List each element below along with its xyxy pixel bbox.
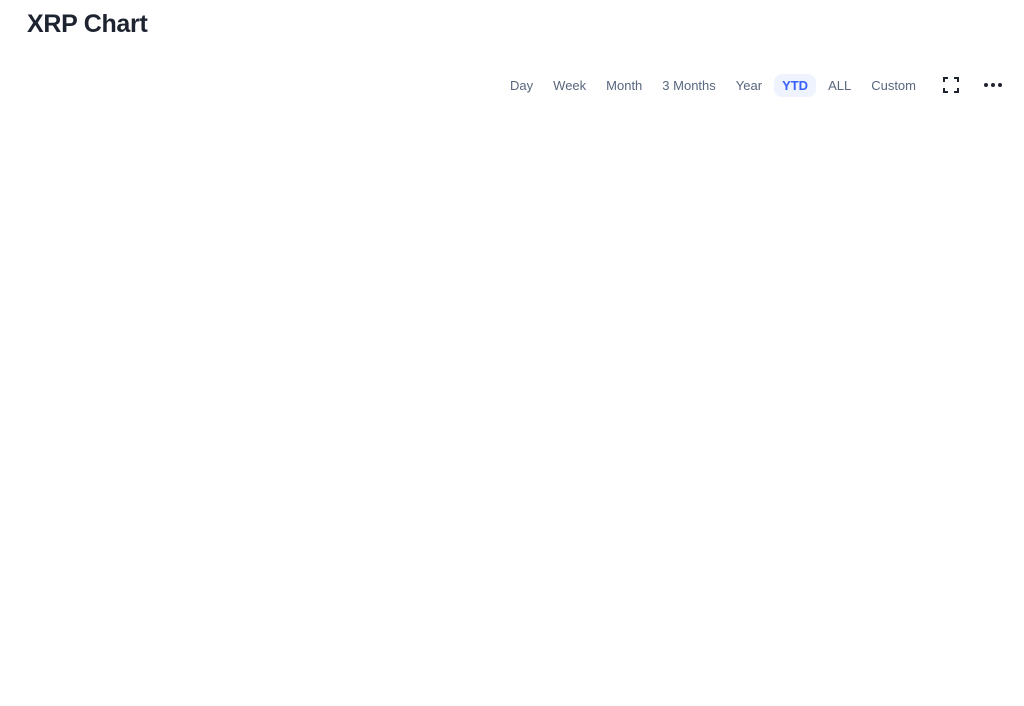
watermark-text: CoinMarketCap	[867, 539, 985, 556]
volume-bar	[455, 649, 473, 661]
chart-title: XRP Chart	[27, 10, 148, 38]
volume-bar	[803, 643, 822, 661]
volume-bar	[416, 649, 435, 661]
volume-bar	[532, 655, 551, 661]
x-tick-label: 25. Jan	[522, 669, 561, 683]
volume-bar	[939, 631, 957, 661]
range-button[interactable]: Month	[606, 77, 643, 93]
volume-bar	[106, 651, 125, 661]
volume-bar	[397, 652, 415, 661]
volume-bar	[842, 633, 860, 661]
volume-bar	[590, 654, 609, 661]
fullscreen-button[interactable]	[936, 72, 966, 98]
volume-bar	[571, 655, 589, 661]
x-tick-label: 15. Feb	[928, 669, 969, 683]
more-icon	[984, 83, 1002, 87]
volume-bar	[87, 649, 105, 661]
y-tick-label: 0.3	[37, 408, 54, 422]
range-button[interactable]: Day	[510, 77, 534, 93]
volume-bar	[145, 647, 163, 661]
volume-bar	[707, 621, 725, 661]
x-tick-label: 8. Feb	[796, 669, 830, 683]
volume-bar	[745, 623, 764, 661]
toolbar: Day Week Month 3 Months Year YTD ALL Custom	[502, 72, 1008, 98]
more-button[interactable]	[978, 72, 1008, 98]
volume-bar	[668, 573, 686, 661]
x-tick-label: 18. Jan	[386, 669, 425, 683]
volume-bar	[881, 633, 899, 661]
volume-bar	[300, 647, 318, 661]
volume-bar	[649, 591, 667, 661]
volume-bar	[765, 637, 783, 661]
y-tick-label: 0.6	[37, 198, 54, 212]
volume-bar	[726, 639, 744, 661]
volume-bar	[319, 649, 338, 661]
volume-bar	[339, 649, 357, 661]
volume-bar	[281, 641, 299, 661]
x-tick-label: 4. Jan	[119, 669, 152, 683]
volume-bar	[474, 651, 493, 661]
range-button[interactable]: Year	[735, 77, 763, 93]
volume-bar	[242, 639, 260, 661]
y-tick-label: 0.1	[37, 548, 54, 562]
range-button[interactable]: 3 Months	[662, 77, 716, 93]
volume-bar	[164, 649, 183, 661]
y-tick-label: 0.7	[37, 128, 54, 142]
range-button[interactable]: Custom	[871, 77, 916, 93]
range-button[interactable]: YTD	[774, 73, 817, 97]
volume-bar	[513, 655, 531, 661]
y-tick-label: 0.5	[37, 268, 54, 282]
volume-bar	[184, 643, 202, 661]
range-button[interactable]: Week	[553, 77, 587, 93]
x-tick-label: 1. Feb	[660, 669, 694, 683]
watermark	[835, 534, 861, 560]
y-tick-label: 0.4	[37, 338, 54, 352]
volume-bar	[629, 641, 648, 661]
volume-bar	[223, 633, 241, 661]
y-tick-label: 0.2	[37, 478, 54, 492]
x-tick-label: 11. Jan	[251, 669, 289, 683]
volume-bar	[784, 645, 802, 661]
volume-bar	[861, 625, 880, 661]
volume-bar	[203, 619, 222, 661]
volume-bar	[68, 649, 86, 661]
volume-bar	[978, 633, 996, 661]
volume-bar	[958, 633, 977, 661]
volume-bar	[377, 651, 396, 661]
volume-bar	[823, 639, 841, 661]
volume-bar	[358, 651, 376, 661]
volume-bar	[552, 655, 570, 661]
price-line	[74, 165, 1001, 473]
fullscreen-icon	[943, 77, 959, 93]
volume-bar	[920, 625, 938, 661]
volume-bar	[261, 637, 280, 661]
volume-bar	[687, 571, 706, 661]
volume-bar	[900, 627, 919, 661]
range-button[interactable]: ALL	[828, 77, 852, 93]
volume-bar	[436, 647, 454, 661]
volume-bar	[126, 649, 144, 661]
volume-bar	[610, 647, 628, 661]
volume-bar	[494, 653, 512, 661]
